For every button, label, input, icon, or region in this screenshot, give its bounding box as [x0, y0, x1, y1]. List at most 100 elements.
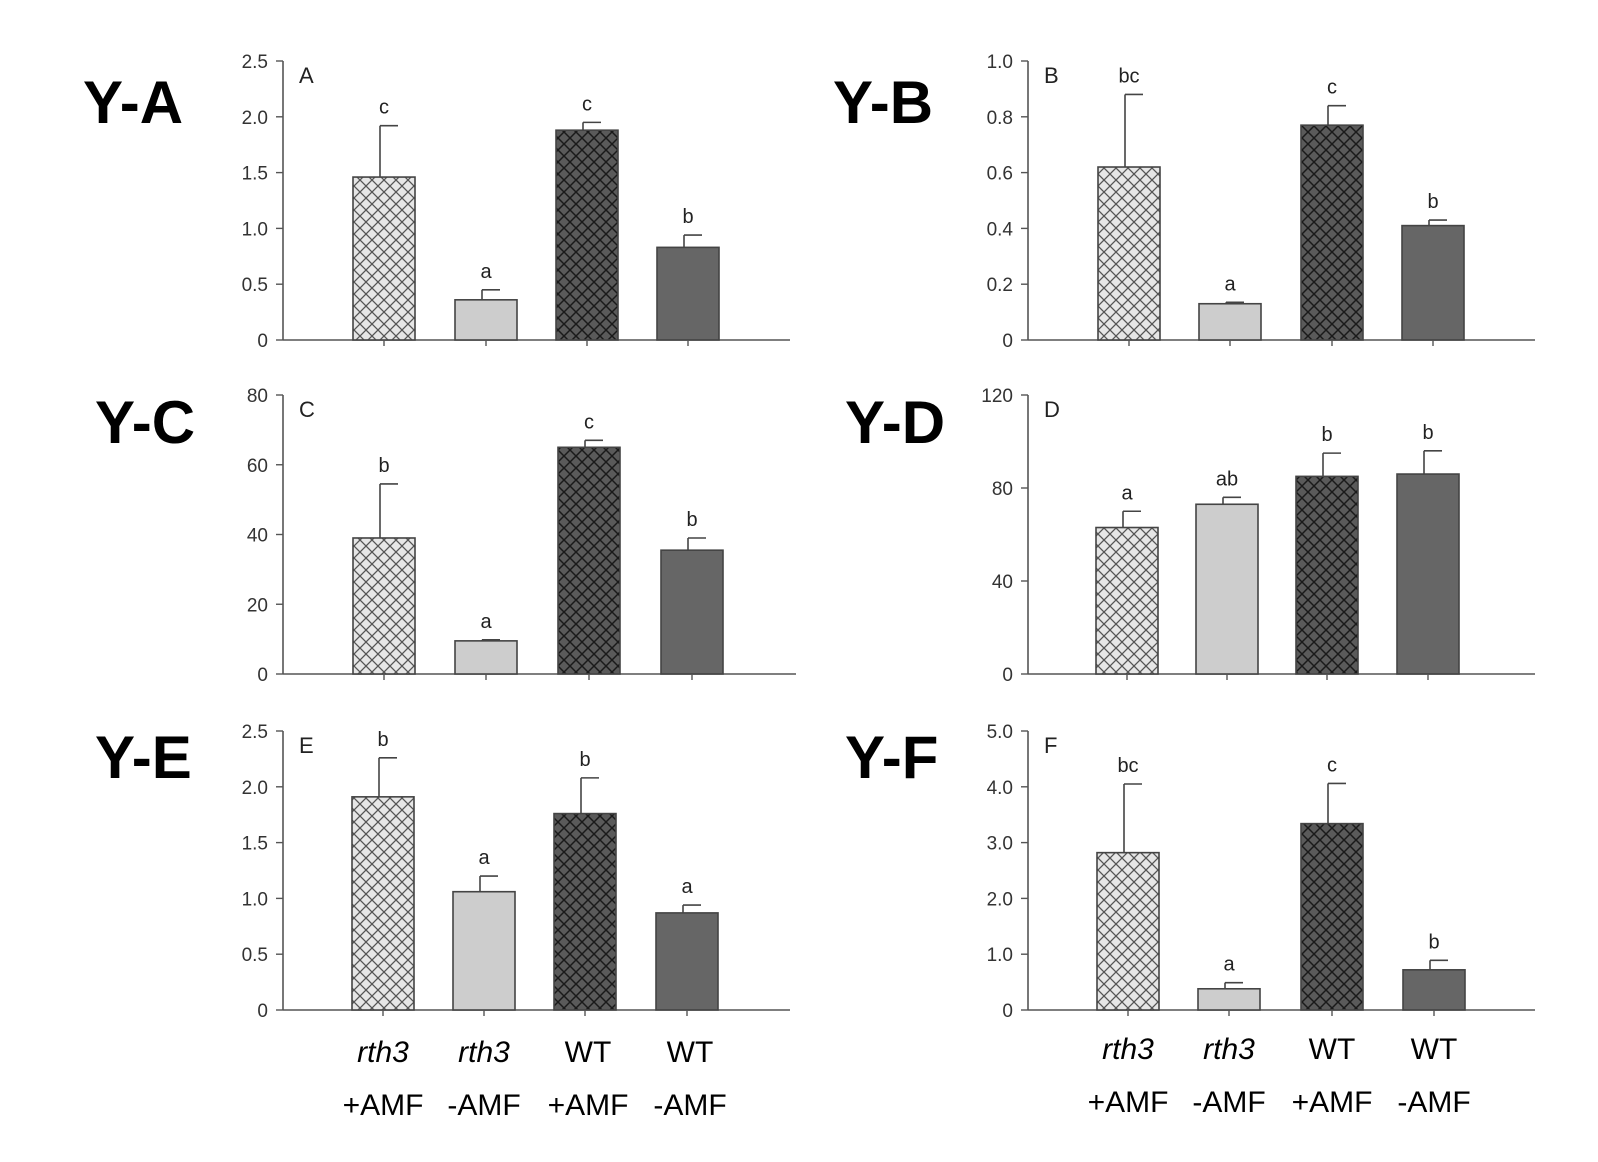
y-tick-label: 0 [1002, 331, 1013, 352]
chart-panel-b: Y-B 0 0.2 0.4 0.6 0.8 1.0 B bc a c b [833, 52, 1535, 352]
category-label-line1: WT [667, 1036, 714, 1069]
y-tick-label: 60 [247, 456, 268, 477]
significance-label: a [1224, 273, 1236, 295]
panel-letter: C [299, 397, 315, 422]
category-label-line1: rth3 [1102, 1033, 1154, 1066]
category-label-line1: rth3 [458, 1036, 510, 1069]
y-tick-label: 0 [257, 665, 268, 686]
y-tick-label: 1.5 [242, 834, 268, 855]
y-tick-label: 80 [992, 479, 1013, 500]
y-tick-label: 2.0 [987, 889, 1013, 910]
y-tick-label: 1.0 [242, 219, 268, 240]
significance-label: c [1327, 77, 1337, 99]
y-tick-label: 0 [1002, 665, 1013, 686]
significance-label: c [379, 97, 389, 119]
significance-label: b [377, 729, 388, 751]
significance-label: ab [1216, 468, 1238, 490]
bar-3 [1300, 822, 1364, 1011]
figure-label: Y-F [845, 724, 938, 791]
category-label-line2: +AMF [1088, 1086, 1169, 1119]
significance-label: b [579, 749, 590, 771]
panel-letter: A [299, 63, 314, 88]
bar-4 [660, 549, 724, 675]
bar-2 [454, 640, 518, 675]
category-label-line1: WT [1411, 1033, 1458, 1066]
bar-1 [1096, 851, 1160, 1011]
chart-panel-f: Y-F 0 1.0 2.0 3.0 4.0 5.0 Fbc a c b [845, 722, 1535, 1022]
category-label-line2: +AMF [343, 1089, 424, 1122]
figure-label: Y-D [845, 389, 945, 456]
y-tick-label: 120 [981, 386, 1013, 407]
significance-label: a [1121, 482, 1133, 504]
bar-4 [1401, 224, 1465, 341]
y-tick-label: 0.6 [987, 164, 1013, 185]
y-tick-label: 2.0 [242, 108, 268, 129]
figure-label: Y-B [833, 69, 933, 136]
significance-label: b [1422, 422, 1433, 444]
category-label-line1: rth3 [1203, 1033, 1255, 1066]
panel-letter: B [1044, 63, 1059, 88]
bar-4 [656, 246, 720, 341]
significance-label: a [480, 611, 492, 633]
significance-label: b [1428, 931, 1439, 953]
significance-label: b [378, 455, 389, 477]
y-tick-label: 1.0 [242, 889, 268, 910]
category-label-line2: +AMF [548, 1089, 629, 1122]
y-tick-label: 2.5 [242, 722, 268, 743]
significance-label: a [681, 876, 693, 898]
significance-label: b [1321, 424, 1332, 446]
bar-1 [1097, 166, 1161, 341]
chart-panel-e: Y-E 0 0.5 1.0 1.5 2.0 2.5 E b a b a [95, 722, 790, 1022]
bar-3 [1295, 475, 1359, 675]
significance-label: a [1223, 954, 1235, 976]
bar-2 [1197, 987, 1261, 1011]
panel-letter: E [299, 733, 314, 758]
category-label-line1: rth3 [357, 1036, 409, 1069]
category-label-line1: WT [1309, 1033, 1356, 1066]
category-label-line2: +AMF [1292, 1086, 1373, 1119]
bar-1 [352, 537, 416, 675]
y-tick-label: 80 [247, 386, 268, 407]
bar-1 [351, 796, 415, 1011]
y-tick-label: 1.5 [242, 164, 268, 185]
significance-label: b [1427, 191, 1438, 213]
category-label-line2: -AMF [1192, 1086, 1265, 1119]
y-tick-label: 0.5 [242, 275, 268, 296]
y-tick-label: 2.0 [242, 778, 268, 799]
bar-2 [1198, 302, 1262, 341]
significance-label: c [582, 93, 592, 115]
y-tick-label: 0 [257, 1001, 268, 1022]
bar-2 [1195, 503, 1259, 675]
chart-panel-d: Y-D 0 40 80 120 Da ab b b [845, 386, 1535, 686]
y-tick-label: 40 [247, 526, 268, 547]
figure-label: Y-E [95, 724, 192, 791]
y-tick-label: 20 [247, 595, 268, 616]
y-tick-label: 0.4 [987, 219, 1014, 240]
bar-4 [1402, 969, 1466, 1011]
y-tick-label: 0.8 [987, 108, 1013, 129]
y-tick-label: 40 [992, 572, 1013, 593]
figure-label: Y-C [95, 389, 195, 456]
chart-panel-a: Y-A 0 0.5 1.0 1.5 2.0 2.5 Ac a c b [83, 52, 790, 352]
bar-3 [1300, 124, 1364, 341]
significance-label: c [1327, 754, 1337, 776]
significance-label: b [682, 206, 693, 228]
y-tick-label: 0 [257, 331, 268, 352]
bar-1 [1095, 526, 1159, 675]
significance-label: bc [1118, 65, 1139, 87]
panel-letter: F [1044, 733, 1057, 758]
bar-3 [557, 446, 621, 675]
y-tick-label: 0.2 [987, 275, 1013, 296]
y-tick-label: 2.5 [242, 52, 268, 73]
y-tick-label: 1.0 [987, 945, 1013, 966]
category-label-line2: -AMF [447, 1089, 520, 1122]
bar-4 [655, 912, 719, 1011]
chart-panel-c: Y-C 0 20 40 60 80 Cb a c b [95, 386, 796, 686]
bar-4 [1396, 473, 1460, 675]
figure-label: Y-A [83, 69, 183, 136]
significance-label: c [584, 411, 594, 433]
significance-label: bc [1117, 755, 1138, 777]
y-tick-label: 1.0 [987, 52, 1013, 73]
bar-1 [352, 176, 416, 341]
